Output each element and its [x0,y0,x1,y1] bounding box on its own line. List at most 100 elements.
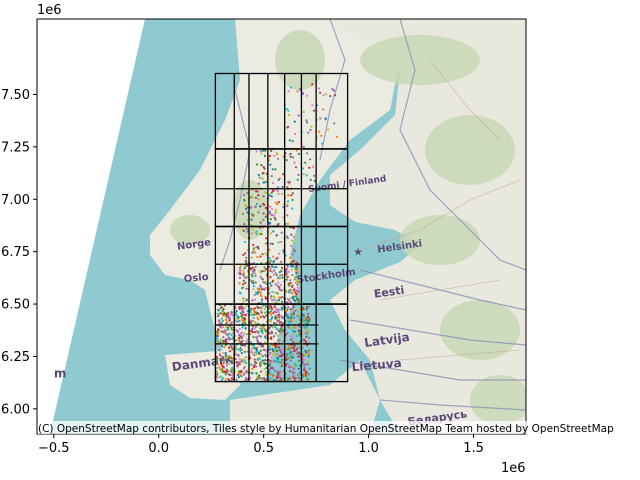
y-tick-label: 7.50 [1,88,30,103]
place-label: Oslo [183,272,209,285]
data-point [305,174,308,177]
data-point [307,131,310,134]
data-point [278,355,281,358]
data-point [262,149,265,152]
data-point [218,319,221,322]
data-point [274,208,277,211]
data-point [240,336,243,340]
data-point [287,181,290,184]
data-point [284,301,288,304]
data-point [289,369,292,372]
data-point [286,236,289,240]
data-point [219,341,222,344]
data-point [269,276,272,279]
data-point [322,94,325,97]
data-point [254,281,257,284]
data-point [296,271,300,274]
place-label: Norge [176,237,212,253]
data-point [289,359,292,362]
data-point [305,308,308,311]
data-point [215,332,218,335]
data-point [274,211,277,214]
data-point [262,195,265,198]
data-point [321,142,324,145]
data-point [259,150,262,153]
data-point [291,355,294,358]
data-point [245,299,248,302]
data-point [293,248,296,251]
data-point [287,114,290,117]
data-point [259,353,262,356]
data-point [280,377,283,380]
data-point [239,292,242,295]
data-point [274,346,277,349]
data-point [304,316,307,319]
data-point [270,175,273,178]
data-point [226,313,230,317]
data-point [292,235,296,238]
data-point [226,326,230,329]
data-point [224,344,227,347]
data-point [249,313,252,316]
basemap-borders [219,19,526,411]
data-point [271,270,274,273]
data-point [271,344,274,347]
data-point [278,348,281,351]
data-point [287,109,290,112]
data-point [289,350,292,354]
data-point [259,221,262,224]
data-point [261,355,264,358]
data-point [270,207,274,211]
data-point [265,192,268,195]
data-point [307,305,310,308]
data-point [275,328,278,331]
data-point [272,230,275,233]
data-point [244,327,247,330]
data-point [264,359,267,362]
data-point [256,322,259,325]
data-point [262,348,265,351]
data-point [263,181,266,184]
data-point [305,335,308,338]
data-point [279,274,282,277]
data-point [275,274,278,277]
data-point [216,373,219,376]
data-point [278,288,281,291]
data-point [255,372,258,375]
data-point [225,319,228,322]
data-point [225,313,228,316]
data-point [280,325,283,328]
data-point [269,242,272,245]
data-point [302,110,305,113]
data-point [289,297,292,300]
data-point [287,357,290,360]
data-point [288,300,291,303]
data-point [319,117,322,120]
data-point [279,314,282,317]
data-point [219,338,222,341]
data-point [242,311,245,314]
data-point [239,332,242,335]
data-point [255,291,258,294]
data-point [275,376,279,379]
data-point [271,366,274,369]
data-point [264,206,267,209]
data-point [228,373,231,377]
data-point [245,361,248,365]
data-point [226,321,229,324]
data-point [257,375,260,378]
data-point [220,357,223,360]
data-point [295,264,298,268]
data-point [302,320,305,323]
data-point [253,358,256,361]
data-point [273,310,276,313]
data-point [268,287,271,290]
data-point [263,362,267,366]
data-point [294,166,298,169]
data-point [225,326,228,329]
data-point [269,367,272,370]
data-point [292,242,295,245]
data-point [255,336,258,339]
data-point [252,249,255,252]
